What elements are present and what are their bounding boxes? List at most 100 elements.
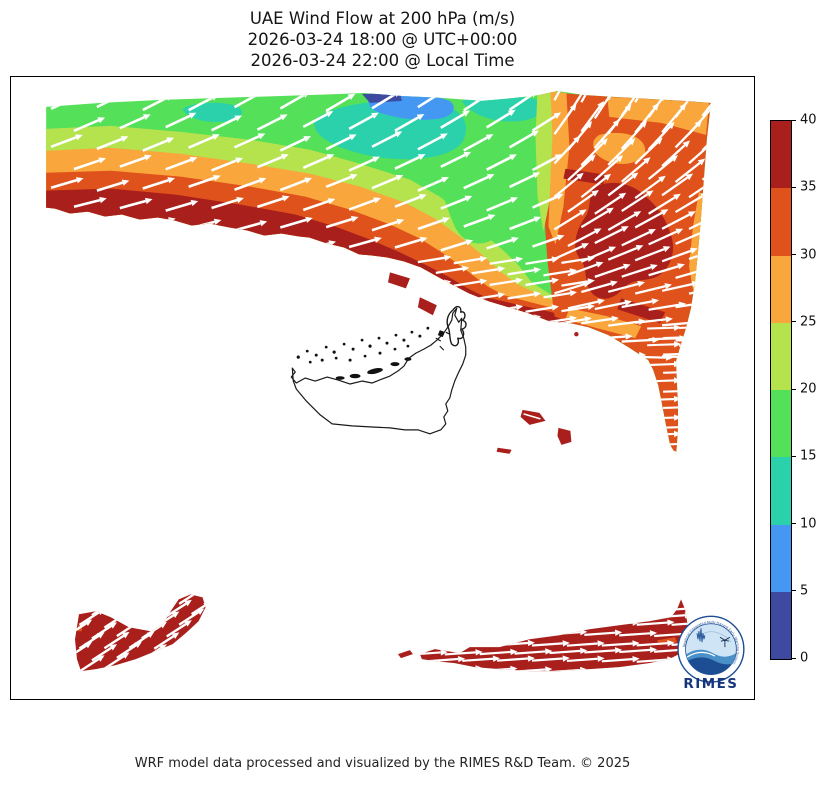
wind-arrow: [514, 650, 546, 655]
wind-arrow: [394, 195, 421, 208]
wind-arrow: [507, 316, 535, 323]
wind-arrowhead: [649, 667, 658, 672]
wind-arrowhead: [510, 628, 518, 635]
wind-arrow: [103, 655, 125, 670]
wind-arrowhead: [196, 654, 205, 662]
wind-arrow: [417, 135, 443, 151]
wind-arrowhead: [457, 621, 466, 629]
wind-arrow: [654, 632, 686, 638]
wind-arrowhead: [702, 604, 709, 610]
colorbar-tick-mark: [792, 455, 796, 457]
wind-arrow: [654, 669, 686, 672]
wind-arrowhead: [462, 110, 471, 117]
colorbar-tick-mark: [792, 254, 796, 255]
wind-arrow: [525, 279, 553, 287]
wind-arrow: [256, 155, 283, 169]
wind-arrowhead: [585, 121, 593, 129]
wind-arrowhead: [303, 136, 312, 142]
east-strip-25-30: [548, 90, 570, 245]
wind-arrowhead: [722, 124, 729, 131]
dark-red-streak-a: [563, 168, 606, 185]
wind-arrow: [485, 112, 511, 129]
wind-arrowhead: [591, 190, 599, 197]
wind-arrow: [601, 658, 633, 663]
wind-arrow: [486, 198, 512, 212]
wind-arrowhead: [576, 172, 584, 180]
wind-arrow: [531, 657, 563, 662]
wind-arrowhead: [281, 153, 289, 160]
wind-arrowhead: [213, 218, 222, 225]
wind-arrowhead: [515, 277, 524, 284]
wind-arrowhead: [635, 245, 644, 251]
wind-arrowhead: [705, 360, 711, 368]
wind-arrow: [621, 231, 651, 247]
wind-arrow: [607, 142, 632, 166]
wind-arrowhead: [705, 341, 711, 349]
wind-arrowhead: [527, 655, 535, 662]
wind-arrow: [73, 198, 101, 209]
wind-arrowhead: [615, 592, 622, 598]
wind-arrow: [531, 642, 563, 647]
wind-arrow: [203, 614, 206, 629]
wind-arrow: [525, 258, 553, 265]
wind-arrow: [178, 611, 200, 626]
wind-arrowhead: [486, 174, 495, 180]
wind-arrowhead: [234, 115, 243, 122]
wind-arrowhead: [440, 664, 448, 672]
wind-arrow: [96, 137, 123, 151]
colorbar-segment: [771, 187, 791, 256]
wind-arrowhead: [667, 121, 675, 130]
wind-arrowhead: [373, 197, 382, 204]
wind-arrow: [553, 108, 574, 135]
wind-arrowhead: [121, 179, 130, 186]
wind-arrowhead: [648, 229, 656, 235]
wind-arrow: [417, 178, 444, 192]
wind-arrowhead: [569, 103, 577, 111]
wind-arrow: [489, 306, 517, 313]
wind-arrow: [636, 642, 668, 647]
wind-arrowhead: [166, 137, 175, 144]
wind-arrowhead: [97, 587, 105, 593]
wind-arrow: [489, 258, 517, 265]
wind-arrow: [92, 579, 111, 592]
wind-arrow: [702, 303, 711, 310]
wind-arrow: [694, 441, 711, 446]
wind-arrow: [679, 343, 706, 347]
wind-arrow: [661, 90, 680, 101]
wind-arrow: [621, 300, 653, 309]
wind-arrowhead: [597, 298, 605, 305]
wind-arrow: [153, 635, 175, 650]
wind-arrow: [594, 301, 626, 311]
wind-arrow: [607, 175, 634, 197]
wind-arrowhead: [665, 316, 673, 323]
wind-arrowhead: [533, 291, 542, 298]
wind-arrowhead: [134, 619, 142, 627]
wind-arrow: [427, 623, 459, 629]
wind-arrowhead: [551, 277, 560, 284]
wind-arrowhead: [189, 156, 198, 163]
wind-arrowhead: [121, 594, 130, 596]
wind-arrowhead: [585, 350, 593, 358]
wind-arrow: [561, 257, 589, 265]
wind-arrow: [561, 280, 589, 287]
wind-arrow: [142, 96, 168, 112]
wind-arrow: [479, 650, 511, 656]
wind-arrowhead: [685, 173, 694, 181]
wind-arrow: [634, 248, 665, 262]
wind-arrowhead: [667, 604, 675, 611]
wind-arrow: [96, 181, 124, 192]
wind-arrow: [584, 669, 616, 672]
wind-arrow: [661, 176, 689, 197]
wind-arrowhead: [667, 639, 675, 647]
wind-arrow: [142, 579, 161, 591]
wind-arrowhead: [464, 195, 473, 202]
wind-map-svg: Regional Integrated Multi-Hazard Early W…: [46, 90, 745, 692]
wind-arrow: [679, 325, 706, 329]
wind-arrow: [256, 197, 284, 209]
wind-arrowhead: [395, 174, 404, 181]
wind-arrowhead: [720, 354, 727, 360]
wind-arrow: [648, 303, 680, 311]
wind-arrowhead: [134, 579, 142, 585]
wind-arrowhead: [615, 155, 624, 163]
